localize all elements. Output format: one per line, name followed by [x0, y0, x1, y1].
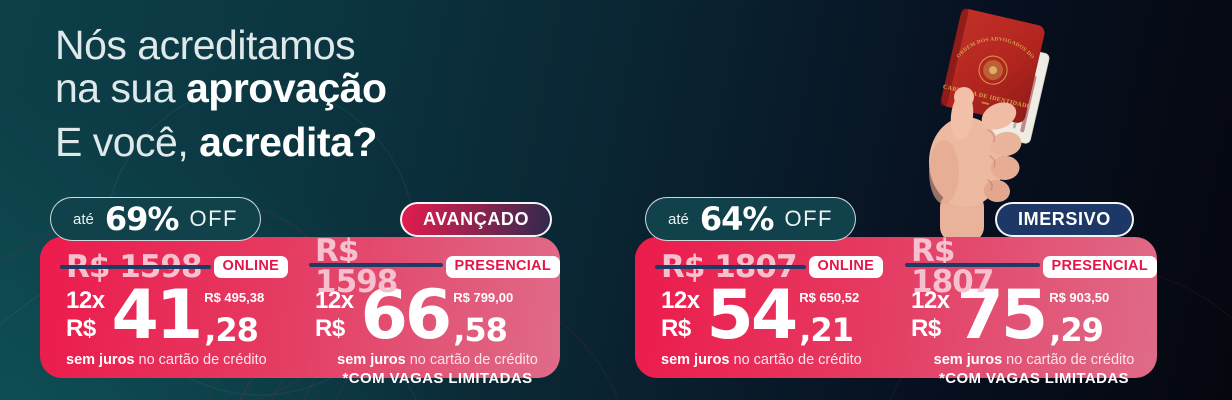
no-interest-note: sem juros no cartão de crédito: [661, 352, 862, 368]
price-decimals: ,29: [1049, 310, 1104, 349]
discount-prefix: até: [668, 210, 689, 228]
discount-prefix: até: [73, 210, 94, 228]
price-decimals: ,21: [799, 310, 854, 349]
installments-label: 12x: [315, 287, 354, 314]
headline: Nós acreditamos na sua aprovação E você,…: [55, 24, 387, 164]
discount-badge-avancado: até 69% OFF: [50, 197, 261, 241]
discount-percent: 69%: [104, 200, 180, 238]
price-integer: 41: [111, 276, 204, 355]
price-integer: 75: [956, 276, 1049, 355]
price-integer: 54: [706, 276, 799, 355]
old-price: R$ 1807: [905, 236, 1040, 298]
offer-imersivo-online: R$ 1807 ONLINE 12x R$ 54 R$ 650,52 ,21 s…: [655, 250, 887, 378]
installments-label: 12x: [911, 287, 950, 314]
limited-seats-note: *COM VAGAS LIMITADAS: [342, 370, 533, 387]
no-interest-note: sem juros no cartão de crédito: [66, 352, 267, 368]
headline-line1: Nós acreditamos: [55, 22, 356, 68]
price-decimals: ,28: [204, 310, 259, 349]
old-price: R$ 1598: [60, 251, 211, 283]
channel-badge-presencial: PRESENCIAL: [445, 256, 560, 278]
pricing-card-imersivo[interactable]: R$ 1807 ONLINE 12x R$ 54 R$ 650,52 ,21 s…: [635, 236, 1157, 387]
hand: [929, 87, 1022, 242]
installment-price: 12x R$ 54 R$ 650,52 ,21: [661, 276, 887, 355]
no-interest-note: sem juros no cartão de crédito: [337, 352, 538, 368]
offer-imersivo-presencial: R$ 1807 PRESENCIAL 12x R$ 75 R$ 903,50 ,…: [905, 236, 1157, 387]
installment-total: R$ 650,52: [799, 290, 860, 305]
tier-badge-imersivo[interactable]: IMERSIVO: [995, 202, 1134, 237]
oab-booklet: ORDEM DOS ADVOGADOS DO BRASIL CARTEIRA D…: [898, 4, 1046, 123]
currency-label: R$: [661, 315, 691, 342]
hand-holding-id-photo: ORDEM DOS ADVOGADOS DO BRASIL CARTEIRA D…: [898, 4, 1050, 242]
discount-suffix: OFF: [189, 206, 238, 231]
installment-price: 12x R$ 75 R$ 903,50 ,29: [911, 276, 1157, 355]
offer-avancado-online: R$ 1598 ONLINE 12x R$ 41 R$ 495,38 ,28 s…: [60, 250, 291, 378]
installment-price: 12x R$ 41 R$ 495,38 ,28: [66, 276, 291, 355]
headline-line3: E você, acredita?: [55, 119, 377, 165]
tier-badge-avancado[interactable]: AVANÇADO: [400, 202, 553, 237]
strikethrough-line: [309, 263, 443, 268]
installment-total: R$ 903,50: [1049, 290, 1110, 305]
old-price: R$ 1598: [309, 236, 443, 298]
price-decimals: ,58: [453, 310, 508, 349]
old-price: R$ 1807: [655, 251, 806, 283]
discount-percent: 64%: [699, 200, 775, 238]
installments-label: 12x: [661, 287, 700, 314]
currency-label: R$: [66, 315, 96, 342]
discount-badge-imersivo: até 64% OFF: [645, 197, 856, 241]
installments-label: 12x: [66, 287, 105, 314]
installment-price: 12x R$ 66 R$ 799,00 ,58: [315, 276, 560, 355]
currency-label: R$: [911, 315, 941, 342]
price-integer: 66: [360, 276, 453, 355]
headline-line2: na sua aprovação: [55, 65, 387, 111]
strikethrough-line: [905, 263, 1040, 268]
currency-label: R$: [315, 315, 345, 342]
offer-avancado-presencial: R$ 1598 PRESENCIAL 12x R$ 66 R$ 799,00 ,…: [309, 236, 560, 387]
strikethrough-line: [60, 265, 211, 270]
channel-badge-online: ONLINE: [213, 256, 289, 278]
installment-total: R$ 799,00: [453, 290, 514, 305]
pricing-card-avancado[interactable]: R$ 1598 ONLINE 12x R$ 41 R$ 495,38 ,28 s…: [40, 236, 560, 387]
installment-total: R$ 495,38: [204, 290, 265, 305]
no-interest-note: sem juros no cartão de crédito: [933, 352, 1135, 368]
limited-seats-note: *COM VAGAS LIMITADAS: [939, 370, 1129, 387]
channel-badge-presencial: PRESENCIAL: [1042, 256, 1157, 278]
strikethrough-line: [655, 265, 806, 270]
discount-suffix: OFF: [784, 206, 833, 231]
channel-badge-online: ONLINE: [808, 256, 884, 278]
